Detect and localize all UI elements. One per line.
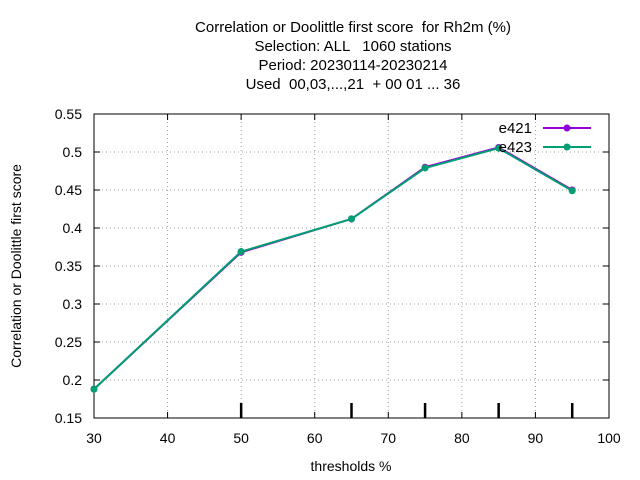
title-line-2: Selection: ALL 1060 stations [254, 38, 452, 55]
y-tick-label: 0.45 [55, 182, 82, 198]
title-line-3: Period: 20230114-20230214 [258, 57, 448, 74]
x-tick-label: 30 [86, 430, 102, 446]
x-tick-label: 70 [380, 430, 396, 446]
y-tick-label: 0.25 [55, 334, 82, 350]
plot-frame [93, 113, 610, 419]
y-tick-label: 0.15 [55, 410, 82, 426]
x-tick-label: 50 [233, 430, 249, 446]
legend-marker-e423 [563, 143, 571, 151]
y-axis-label: Correlation or Doolittle first score [8, 164, 24, 368]
title-line-1: Correlation or Doolittle first score for… [195, 19, 511, 36]
x-tick-label: 100 [597, 430, 621, 446]
y-tick-label: 0.5 [63, 144, 83, 160]
y-tick-label: 0.2 [63, 372, 83, 388]
y-tick-label: 0.35 [55, 258, 82, 274]
x-tick-label: 40 [160, 430, 176, 446]
x-tick-label: 60 [307, 430, 323, 446]
y-tick-label: 0.3 [63, 296, 83, 312]
series-group [90, 143, 576, 393]
x-axis-label: thresholds % [311, 458, 392, 474]
legend: e421 e423 [499, 120, 591, 156]
grid [94, 114, 609, 418]
data-point-e423 [421, 164, 429, 172]
data-point-e423 [237, 248, 245, 256]
series-line-e421 [93, 146, 573, 390]
legend-label-e423: e423 [499, 139, 532, 156]
y-tick-label: 0.55 [55, 106, 82, 122]
y-tick-label: 0.4 [63, 220, 83, 236]
legend-label-e421: e421 [499, 120, 532, 137]
data-point-e423 [568, 187, 576, 195]
legend-marker-e421 [563, 124, 571, 132]
data-point-e423 [495, 144, 503, 152]
data-point-e423 [348, 215, 355, 223]
axis-ticks: 30 40 50 60 70 80 90 100 0.15 0.2 0.25 0.3 0.35 0.4 0.… [55, 106, 621, 446]
x-tick-label: 90 [528, 430, 544, 446]
x-tick-label: 80 [454, 430, 470, 446]
data-point-e423 [90, 385, 98, 393]
title-line-4: Used 00,03,...,21 + 00 01 ... 36 [245, 76, 461, 93]
series-line-e423 [93, 147, 573, 390]
